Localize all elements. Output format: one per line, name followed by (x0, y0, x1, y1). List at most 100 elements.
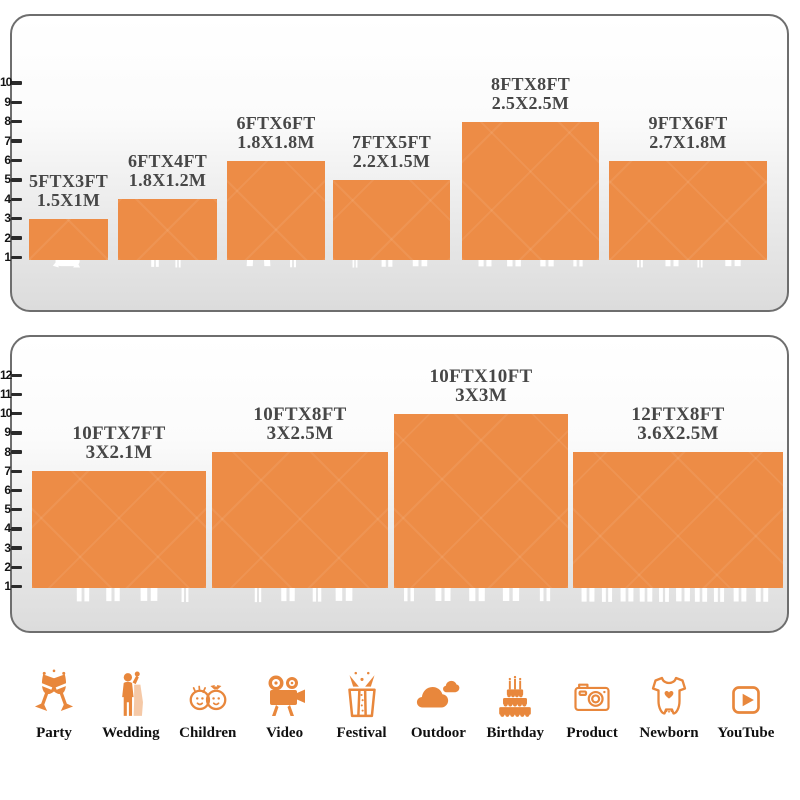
ruler-tick (11, 488, 22, 493)
ruler-number: 6 (4, 483, 11, 497)
backdrop-label-9ftx6ft: 9FTX6FT 2.7X1.8M (648, 112, 728, 152)
birthday-icon (492, 664, 538, 720)
backdrop-size-m: 2.2X1.5M (352, 150, 431, 171)
ruler-tick (11, 411, 22, 416)
ruler-number: 1 (4, 250, 11, 264)
backdrop-rect-10ftx7ft (32, 471, 206, 588)
ruler-tick (11, 197, 22, 202)
backdrop-rect-6ftx6ft (227, 160, 325, 260)
children-icon (185, 674, 231, 720)
category-label: Wedding (102, 725, 160, 741)
product-icon (570, 676, 614, 720)
category-outdoor: Outdoor (402, 664, 474, 742)
party-icon (28, 664, 80, 720)
backdrop-label-6ftx6ft: 6FTX6FT 1.8X1.8M (236, 112, 316, 152)
backdrop-size-ft: 12FTX8FT (631, 404, 725, 426)
backdrop-rect-10ftx8ft (212, 452, 388, 588)
festival-icon (337, 670, 387, 720)
category-newborn: Newborn (633, 664, 705, 742)
category-label: Newborn (639, 725, 699, 741)
backdrop-size-m: 3X3M (455, 384, 507, 406)
backdrop-size-ft: 9FTX6FT (648, 112, 728, 133)
backdrop-size-m: 3.6X2.5M (637, 423, 719, 445)
ruler-number: 8 (4, 114, 11, 129)
backdrop-label-10ftx8ft: 10FTX8FT 3X2.5M (253, 405, 346, 443)
category-label: Outdoor (410, 725, 466, 741)
backdrop-size-m: 2.7X1.8M (649, 131, 727, 152)
category-label: Party (36, 725, 72, 741)
category-festival: Festival (326, 664, 398, 742)
video-icon (261, 672, 309, 720)
backdrop-size-ft: 10FTX7FT (72, 423, 166, 445)
ruler-tick (11, 255, 22, 260)
category-label: YouTube (717, 725, 775, 741)
backdrop-rect-8ftx8ft (462, 121, 599, 260)
ruler-number: 3 (4, 211, 11, 226)
ruler-tick (11, 119, 22, 124)
ruler-tick (11, 507, 22, 512)
product-icon (570, 664, 614, 720)
backdrop-label-8ftx8ft: 8FTX8FT 2.5X2.5M (490, 73, 571, 113)
ruler-number: 7 (4, 463, 11, 478)
ruler-number: 4 (4, 521, 11, 536)
ruler-tick (11, 158, 22, 163)
ruler-number: 10 (0, 406, 12, 421)
backdrop-size-m: 2.5X2.5M (491, 92, 570, 113)
ruler-number: 5 (4, 172, 11, 187)
backdrop-label-12ftx8ft: 12FTX8FT 3.6X2.5M (631, 405, 724, 443)
ruler-number: 5 (4, 502, 11, 517)
backdrop-rect-10ftx10ft (394, 413, 568, 588)
backdrop-label-10ftx7ft: 10FTX7FT 3X2.1M (72, 424, 165, 462)
ruler-number: 7 (4, 133, 11, 148)
newborn-icon (645, 664, 693, 720)
ruler-number: 10 (0, 75, 12, 90)
backdrop-size-ft: 6FTX4FT (127, 151, 208, 172)
backdrop-rect-9ftx6ft (609, 160, 767, 260)
video-icon (261, 664, 309, 720)
outdoor-icon (415, 674, 461, 720)
backdrop-label-7ftx5ft: 7FTX5FT 2.2X1.5M (352, 132, 431, 171)
category-label: Children (179, 725, 237, 741)
backdrop-size-ft: 10FTX8FT (253, 404, 347, 426)
outdoor-icon (415, 664, 461, 720)
backdrop-size-m: 1.8X1.8M (237, 131, 315, 152)
backdrop-size-ft: 6FTX6FT (236, 112, 316, 133)
category-label: Birthday (486, 725, 544, 741)
ruler-tick (11, 450, 22, 454)
wedding-icon (106, 664, 156, 720)
category-label: Festival (336, 725, 387, 741)
ruler-tick (11, 139, 22, 143)
ruler-number: 1 (4, 579, 11, 593)
ruler-number: 11 (0, 387, 12, 401)
backdrop-rect-7ftx5ft (333, 179, 450, 260)
category-video: Video (249, 664, 321, 742)
category-label: Video (266, 725, 304, 741)
ruler-number: 4 (4, 191, 11, 206)
ruler-tick (11, 565, 22, 570)
ruler-tick (11, 431, 22, 435)
backdrop-label-5ftx3ft: 5FTX3FT 1.5X1M (29, 171, 108, 210)
ruler-tick (11, 178, 22, 182)
ruler-tick (11, 216, 22, 221)
ruler-tick (11, 527, 22, 531)
backdrop-rect-5ftx3ft (29, 218, 108, 260)
festival-icon (337, 664, 387, 720)
category-row: Party Wedding Children Video Festival Outdoor… (18, 664, 782, 742)
party-icon (28, 668, 80, 720)
category-label: Product (566, 725, 618, 741)
ruler-tick (11, 546, 22, 550)
wedding-icon (106, 670, 156, 720)
backdrop-size-ft: 8FTX8FT (490, 73, 571, 94)
ruler-number: 12 (0, 367, 12, 382)
ruler-number: 9 (4, 94, 11, 109)
ruler-number: 6 (4, 153, 11, 167)
backdrop-rect-12ftx8ft (573, 452, 783, 588)
birthday-icon (492, 674, 538, 720)
ruler-tick (11, 81, 22, 85)
youtube-icon (726, 680, 766, 720)
ruler-tick (11, 373, 22, 378)
backdrop-size-m: 1.8X1.2M (128, 170, 207, 191)
category-wedding: Wedding (95, 664, 167, 742)
ruler-number: 3 (4, 540, 11, 555)
